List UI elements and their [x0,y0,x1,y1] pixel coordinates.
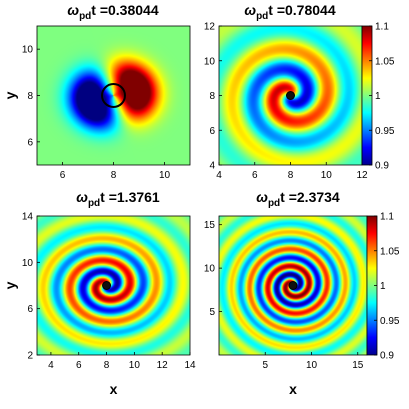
colorbar-tick-label: 0.9 [380,351,394,362]
y-axis-label: y [2,91,18,99]
colorbar-tick-label: 1 [375,91,381,102]
panel-title: ωpdt =0.78044 [244,2,335,22]
vortex-core-ring [286,91,295,100]
x-tick-label: 14 [184,360,196,371]
y-tick-label: 5 [209,307,215,318]
colorbar-tick-label: 0.95 [380,316,400,327]
y-tick-label: 10 [204,56,216,67]
y-tick-label: 6 [209,126,215,137]
x-tick-label: 4 [216,170,222,181]
colorbar-tick-label: 1.05 [375,56,395,67]
panel-2: 4 6 8 10 12 4 6 8 10 12 ωpdt =0.78044 1.1 1.05 1 0.95 0… [204,2,395,181]
vortex-core-ring [288,281,298,290]
y-tick-label: 8 [27,91,33,102]
x-tick-label: 12 [356,170,368,181]
x-tick-label: 5 [262,360,268,371]
x-tick-label: 8 [288,170,294,181]
x-tick-label: 10 [306,360,318,371]
colorbar-tick-label: 0.9 [375,161,389,172]
y-tick-label: 10 [22,45,34,56]
heatmap-image [37,216,190,355]
colorbar: 1.1 1.05 1 0.95 0.9 [361,22,395,172]
colorbar-tick-label: 1 [380,281,386,292]
axes-frame [36,215,191,356]
panel-1: 6 8 10 6 8 10 ωpdt =0.38044 y [2,2,191,181]
x-tick-label: 8 [104,360,110,371]
panel-title: ωpdt =2.3734 [256,189,340,209]
panel-title: ωpdt =1.3761 [76,189,160,209]
y-tick-label: 10 [204,264,216,275]
panel-title: ωpdt =0.38044 [67,2,158,22]
y-tick-label: 10 [22,258,34,269]
x-tick-label: 10 [321,170,333,181]
x-tick-label: 10 [159,170,171,181]
y-tick-label: 6 [27,304,33,315]
x-axis-label: x [289,381,297,397]
x-tick-label: 10 [129,360,141,371]
y-tick-label: 2 [27,351,33,362]
vortex-core-ring [102,281,112,290]
x-tick-label: 12 [157,360,169,371]
vortex-core-ring [101,83,126,108]
y-tick-label: 12 [204,22,216,33]
y-tick-label: 4 [209,161,215,172]
x-tick-label: 6 [60,170,66,181]
panel-4: 5 10 15 5 10 15 ωpdt =2.3734 x 1.1 1.05 1 0.95 0.9 [204,189,400,397]
x-tick-label: 15 [352,360,364,371]
y-tick-label: 15 [204,220,216,231]
y-tick-label: 6 [27,137,33,148]
colorbar-tick-label: 1.05 [380,246,400,257]
x-axis-label: x [110,381,118,397]
heatmap-image [37,26,190,165]
colorbar-tick-label: 1.1 [375,22,389,33]
colorbar: 1.1 1.05 1 0.95 0.9 [366,212,400,362]
x-tick-label: 4 [48,360,54,371]
colorbar-tick-label: 0.95 [375,126,395,137]
y-tick-label: 8 [209,91,215,102]
x-tick-label: 6 [76,360,82,371]
x-tick-label: 8 [111,170,117,181]
x-tick-label: 6 [252,170,258,181]
panel-3: 4 6 8 10 12 14 2 6 10 14 ωpdt =1.3761 y x [2,189,196,397]
y-axis-label: y [2,281,18,289]
y-tick-label: 14 [22,212,34,223]
colorbar-tick-label: 1.1 [380,212,394,223]
